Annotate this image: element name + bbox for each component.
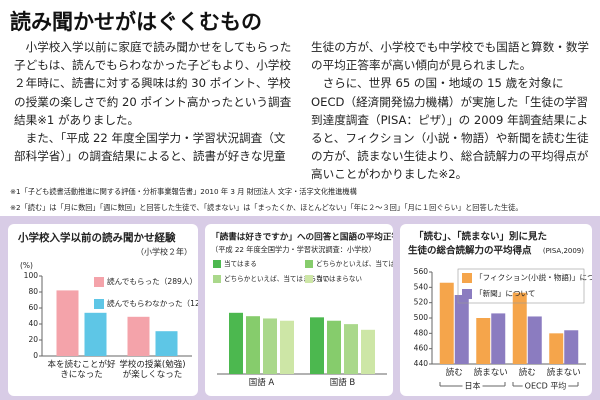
bar bbox=[476, 318, 491, 364]
y-tick-label: 540 bbox=[414, 282, 429, 291]
bar bbox=[155, 331, 178, 356]
y-tick-label: 0 bbox=[33, 351, 38, 360]
group-label-bg bbox=[462, 381, 483, 391]
legend-swatch bbox=[462, 289, 472, 299]
y-tick-label: 40 bbox=[28, 319, 38, 328]
x-tick-label: 本を読むことが好きになった bbox=[47, 360, 116, 380]
chart: 「読書は好きですか」への回答と国語の平均正答率 （平成 22 年度全国学力・学習状… bbox=[205, 224, 393, 396]
bar bbox=[84, 312, 107, 356]
x-tick-label: 読まない bbox=[546, 368, 581, 378]
y-tick-label: 80 bbox=[28, 287, 38, 296]
y-tick-label: 60 bbox=[28, 303, 38, 312]
body-text: 小学校入学以前に家庭で読み聞かせをしてもらった子どもは、読んでもらわなかった子ど… bbox=[14, 38, 590, 184]
chart-title: 「読書は好きですか」への回答と国語の平均正答率 bbox=[211, 231, 393, 243]
y-axis-label: (%) bbox=[20, 261, 33, 270]
x-tick-label: 国語 B bbox=[329, 378, 356, 388]
bar bbox=[327, 320, 341, 374]
legend-frame bbox=[457, 268, 585, 304]
legend-swatch bbox=[462, 273, 472, 283]
y-tick-label: 560 bbox=[414, 267, 429, 276]
note: ※2「読む」は「月に数回」「週に数回」と回答した生徒で、「読まない」は「まったく… bbox=[10, 203, 523, 212]
group-label: 日本 bbox=[465, 381, 481, 391]
bar bbox=[512, 292, 527, 364]
y-tick-label: 520 bbox=[414, 298, 429, 307]
paragraph: さらに、世界 65 の国・地域の 15 歳を対象に OECD（経済開発協力機構）… bbox=[311, 76, 589, 182]
x-tick-label: 学校の授業(勉強)が楽しくなった bbox=[119, 360, 186, 380]
bar bbox=[56, 290, 79, 356]
chart-subtitle: （小学校２年） bbox=[136, 247, 192, 257]
bar bbox=[564, 330, 579, 364]
bar bbox=[246, 316, 260, 374]
legend-swatch bbox=[213, 275, 221, 283]
legend-label: 「新聞」について bbox=[475, 288, 536, 298]
bar bbox=[229, 312, 243, 374]
legend-swatch bbox=[305, 275, 313, 283]
bar bbox=[310, 317, 324, 374]
y-tick-label: 20 bbox=[28, 335, 38, 344]
legend-swatch bbox=[94, 277, 104, 287]
bar bbox=[549, 333, 564, 364]
legend-label: どちらかといえば、当てはまる bbox=[316, 259, 393, 268]
bar bbox=[127, 316, 150, 356]
legend-label: 読んでもらった（289人） bbox=[107, 276, 197, 286]
y-tick-label: 440 bbox=[414, 359, 429, 368]
legend-label: 当てはまらない bbox=[316, 274, 362, 283]
chart: 小学校入学以前の読み聞かせ経験 （小学校２年） (%) 0 20 40 60 80 100 読んで… bbox=[8, 224, 198, 396]
chart-note: (PISA,2009) bbox=[543, 247, 584, 255]
bar bbox=[491, 313, 506, 364]
legend-label: 当てはまる bbox=[224, 259, 257, 268]
x-tick-label: 国語 A bbox=[248, 378, 275, 388]
x-tick-label: 読まない bbox=[473, 368, 508, 378]
y-tick-label: 460 bbox=[414, 344, 429, 353]
paragraph: また、「平成 22 年度全国学力・学習状況調査（文部科学省）」の調査結果によると… bbox=[14, 40, 590, 164]
x-tick-label: 読む bbox=[518, 368, 536, 378]
legend-swatch bbox=[305, 260, 313, 268]
chart: 「読む」、「読まない」別に見た生徒の総合読解力の平均得点 (PISA,2009) 4… bbox=[400, 224, 592, 396]
bar bbox=[344, 324, 358, 374]
chart-title: 「読む」、「読まない」別に見た bbox=[414, 231, 547, 243]
paragraph: 小学校入学以前に家庭で読み聞かせをしてもらった子どもは、読んでもらわなかった子ど… bbox=[14, 40, 292, 127]
chart-subtitle: （平成 22 年度全国学力・学習状況調査：小学校） bbox=[211, 245, 376, 254]
group-label: OECD 平均 bbox=[525, 381, 567, 391]
x-tick-label: 読む bbox=[445, 368, 463, 378]
legend-label: どちらかといえば、当てはまらない bbox=[224, 274, 330, 283]
group-label-bg bbox=[522, 381, 569, 391]
chart-title: 小学校入学以前の読み聞かせ経験 bbox=[17, 231, 176, 244]
bar bbox=[439, 282, 454, 364]
legend-label: 読んでもらわなかった（122人） bbox=[107, 298, 198, 308]
bar bbox=[454, 295, 469, 364]
y-tick-label: 100 bbox=[24, 271, 39, 280]
bar bbox=[263, 318, 277, 374]
legend-swatch bbox=[213, 260, 221, 268]
bar bbox=[527, 316, 542, 364]
bar bbox=[361, 329, 375, 374]
legend-swatch bbox=[94, 299, 104, 309]
chart-svg: 「読書は好きですか」への回答と国語の平均正答率 （平成 22 年度全国学力・学習状… bbox=[211, 231, 393, 375]
bar bbox=[280, 320, 294, 374]
title: 読み聞かせがはぐくむもの bbox=[10, 10, 262, 34]
legend-label: 「フィクション(小説・物語)」について bbox=[475, 272, 592, 282]
y-tick-label: 500 bbox=[414, 313, 429, 322]
y-tick-label: 480 bbox=[414, 328, 429, 337]
chart-subtitle: 生徒の総合読解力の平均得点 bbox=[408, 245, 532, 257]
chart-svg: 小学校入学以前の読み聞かせ経験 （小学校２年） (%) 0 20 40 60 80 100 読んで… bbox=[17, 231, 198, 360]
note: ※1「子ども読書活動推進に関する評価・分析事業報告書」2010 年 3 月 財団… bbox=[10, 187, 357, 196]
